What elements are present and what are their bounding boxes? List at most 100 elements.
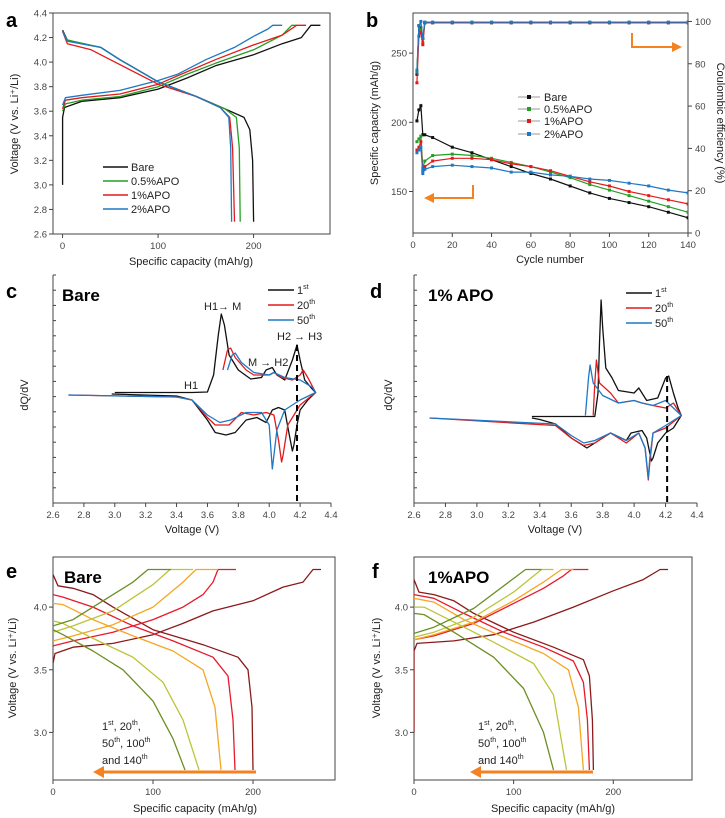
x-axis-label: Cycle number xyxy=(516,254,584,266)
x-tick-label: 3.0 xyxy=(108,510,121,521)
legend-label: 0.5%APO xyxy=(544,104,593,116)
ce-point xyxy=(666,20,670,24)
annotation-h1-m: H1→ M xyxy=(204,301,241,313)
capacity-point xyxy=(568,174,572,178)
svg-text:and 140th: and 140th xyxy=(102,754,148,767)
plot-frame xyxy=(412,12,689,234)
curve-1st xyxy=(111,313,317,452)
discharge-curve-140th xyxy=(53,629,186,771)
ce-point xyxy=(421,43,425,47)
capacity-point xyxy=(549,169,552,173)
x-tick-label: 0 xyxy=(60,241,65,252)
charge-curve-50th xyxy=(414,568,574,641)
chart-panel-e: 0 100 200 3.0 3.5 4.0 Specific capacity (mAh/g… xyxy=(7,556,336,815)
legend-label: 0.5%APO xyxy=(131,176,180,188)
capacity-point xyxy=(607,178,611,182)
capacity-point xyxy=(423,133,427,137)
capacity-point xyxy=(415,119,419,123)
plot-area xyxy=(68,313,317,470)
legend-label: 20th xyxy=(655,302,673,315)
y2-tick-label: 100 xyxy=(695,17,711,28)
legend-b: Bare 0.5%APO 1%APO 2%APO xyxy=(518,92,593,141)
discharge-curve-1st xyxy=(53,574,254,771)
discharge-curve-20th xyxy=(53,593,236,771)
capacity-point xyxy=(415,140,419,144)
capacity-point xyxy=(415,148,419,152)
legend-marker xyxy=(527,132,531,136)
x-tick-label: 3.2 xyxy=(139,510,152,521)
y-axis-label: dQ/dV xyxy=(19,379,31,411)
svg-text:and 140th: and 140th xyxy=(478,754,524,767)
x-tick-label: 3.8 xyxy=(596,510,609,521)
x-tick-label: 4.2 xyxy=(294,510,307,521)
curve-50th xyxy=(68,352,317,470)
ce-point xyxy=(419,26,423,30)
panel-title-d: 1% APO xyxy=(428,286,494,305)
capacity-point xyxy=(647,184,651,188)
y-axis-label: Voltage (V vs. Li⁺/Li) xyxy=(371,618,383,719)
chart-panel-d: 2.6 2.8 3.0 3.2 3.4 3.6 3.8 4.0 4.2 4.4 Voltage (V… xyxy=(383,274,704,536)
panel-letter-c: c xyxy=(6,281,17,303)
capacity-point xyxy=(588,177,592,181)
capacity-point xyxy=(417,145,421,149)
y-tick-label: 4.2 xyxy=(34,33,47,44)
capacity-point xyxy=(490,166,494,170)
charge-curve-100th xyxy=(414,568,554,638)
y-tick-label: 150 xyxy=(391,187,407,198)
x-tick-label: 4.4 xyxy=(324,510,337,521)
svg-text:50th, 100th: 50th, 100th xyxy=(478,737,527,750)
x-tick-label: 3.4 xyxy=(170,510,183,521)
legend-marker xyxy=(527,119,531,123)
capacity-point xyxy=(417,108,421,112)
legend-marker xyxy=(527,95,531,99)
legend-label: 50th xyxy=(297,314,315,327)
capacity-point xyxy=(450,145,454,149)
ce-point xyxy=(509,20,513,24)
panel-letter-b: b xyxy=(366,10,378,32)
capacity-point xyxy=(470,151,474,155)
arrow-cycles-f-icon xyxy=(470,766,593,778)
arrow-right-axis-icon xyxy=(631,33,682,52)
ce-point xyxy=(490,20,494,24)
capacity-point xyxy=(421,172,425,176)
y-axis-label: Voltage (V vs. Li⁺/Li) xyxy=(7,618,19,719)
plot-area xyxy=(61,24,321,222)
ce-point xyxy=(588,20,592,24)
y-tick-label: 4.0 xyxy=(34,603,47,614)
x-tick-label: 2.8 xyxy=(77,510,90,521)
x-tick-label: 200 xyxy=(245,787,261,798)
y-tick-label: 4.4 xyxy=(34,9,47,20)
capacity-point xyxy=(549,177,552,181)
capacity-point xyxy=(450,163,454,167)
capacity-point xyxy=(607,196,611,200)
svg-text:50th, 100th: 50th, 100th xyxy=(102,737,151,750)
capacity-point xyxy=(470,154,474,158)
charge-curve-1%APO xyxy=(61,24,307,110)
x-axis-label: Specific capacity (mAh/g) xyxy=(491,803,615,815)
y2-tick-label: 20 xyxy=(695,186,706,197)
capacity-point xyxy=(647,194,651,198)
x-axis-label: Voltage (V) xyxy=(165,524,219,536)
charge-curve-20th xyxy=(53,568,236,647)
x-tick-label: 2.6 xyxy=(407,510,420,521)
ce-point xyxy=(415,81,419,85)
x-tick-label: 2.6 xyxy=(46,510,59,521)
capacity-point xyxy=(666,198,670,202)
capacity-point xyxy=(419,104,423,108)
y-tick-label: 200 xyxy=(391,118,407,129)
capacity-point xyxy=(470,156,474,160)
capacity-point xyxy=(588,191,592,195)
legend-c: 1st 20th 50th xyxy=(268,284,315,327)
legend-label: 20th xyxy=(297,299,315,312)
legend-label: Bare xyxy=(131,162,154,174)
x-tick-label: 4.0 xyxy=(628,510,641,521)
capacity-point xyxy=(431,136,435,140)
discharge-curve-100th xyxy=(414,606,568,771)
discharge-curve-2%APO xyxy=(62,31,233,222)
curve-20th xyxy=(429,359,682,481)
capacity-point xyxy=(686,191,688,195)
legend-label: 1%APO xyxy=(131,190,171,202)
capacity-point xyxy=(417,137,421,141)
y-tick-label: 3.0 xyxy=(34,180,47,191)
